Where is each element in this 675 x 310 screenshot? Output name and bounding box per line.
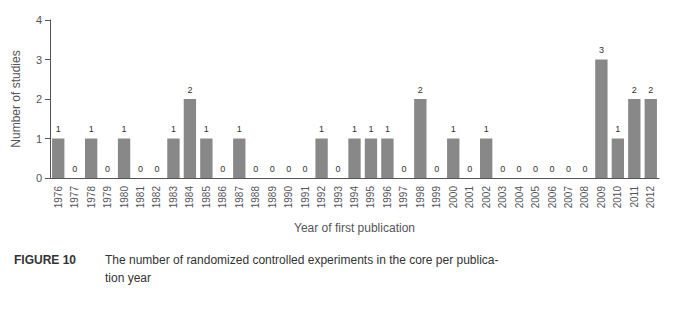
svg-text:0: 0 — [36, 172, 42, 184]
svg-text:1: 1 — [368, 124, 373, 134]
svg-text:1976: 1976 — [53, 186, 64, 209]
svg-text:2: 2 — [187, 85, 192, 95]
svg-text:1994: 1994 — [349, 186, 360, 209]
svg-text:2002: 2002 — [481, 186, 492, 209]
svg-text:1998: 1998 — [415, 186, 426, 209]
svg-text:2: 2 — [632, 85, 637, 95]
svg-text:1: 1 — [171, 124, 176, 134]
svg-text:1: 1 — [385, 124, 390, 134]
svg-text:4: 4 — [36, 14, 42, 26]
svg-text:1: 1 — [122, 124, 127, 134]
svg-text:0: 0 — [533, 164, 538, 174]
svg-text:1996: 1996 — [382, 186, 393, 209]
svg-text:0: 0 — [154, 164, 159, 174]
svg-text:0: 0 — [467, 164, 472, 174]
svg-text:1991: 1991 — [300, 186, 311, 209]
svg-text:1987: 1987 — [234, 186, 245, 209]
svg-text:Number of studies: Number of studies — [9, 50, 23, 147]
svg-text:2006: 2006 — [547, 186, 558, 209]
svg-text:2012: 2012 — [645, 186, 656, 209]
svg-text:1: 1 — [484, 124, 489, 134]
svg-text:1995: 1995 — [365, 186, 376, 209]
svg-text:0: 0 — [582, 164, 587, 174]
svg-text:1978: 1978 — [86, 186, 97, 209]
svg-text:1: 1 — [352, 124, 357, 134]
svg-text:1981: 1981 — [135, 186, 146, 209]
svg-text:1983: 1983 — [168, 186, 179, 209]
svg-text:0: 0 — [303, 164, 308, 174]
svg-text:0: 0 — [566, 164, 571, 174]
svg-text:1984: 1984 — [184, 186, 195, 209]
svg-text:0: 0 — [434, 164, 439, 174]
svg-text:1: 1 — [319, 124, 324, 134]
svg-text:0: 0 — [270, 164, 275, 174]
svg-text:2000: 2000 — [448, 186, 459, 209]
svg-text:0: 0 — [253, 164, 258, 174]
svg-text:1988: 1988 — [250, 186, 261, 209]
svg-text:1: 1 — [237, 124, 242, 134]
svg-text:FIGURE 10: FIGURE 10 — [14, 253, 76, 267]
svg-text:2: 2 — [418, 85, 423, 95]
svg-text:3: 3 — [599, 45, 604, 55]
svg-text:0: 0 — [138, 164, 143, 174]
svg-text:Year of first publication: Year of first publication — [294, 221, 415, 235]
svg-text:2011: 2011 — [629, 186, 640, 208]
svg-text:2008: 2008 — [579, 186, 590, 209]
svg-text:0: 0 — [517, 164, 522, 174]
svg-text:1990: 1990 — [283, 186, 294, 209]
svg-text:1992: 1992 — [316, 186, 327, 209]
svg-text:0: 0 — [72, 164, 77, 174]
svg-text:1: 1 — [204, 124, 209, 134]
svg-text:2010: 2010 — [612, 186, 623, 209]
svg-text:1993: 1993 — [333, 186, 344, 209]
svg-text:3: 3 — [36, 54, 42, 66]
svg-text:1: 1 — [615, 124, 620, 134]
svg-text:1980: 1980 — [119, 186, 130, 209]
svg-text:2005: 2005 — [530, 186, 541, 209]
svg-text:1977: 1977 — [69, 186, 80, 209]
svg-text:tion year: tion year — [105, 271, 151, 285]
svg-text:2: 2 — [36, 93, 42, 105]
svg-text:0: 0 — [105, 164, 110, 174]
svg-text:1979: 1979 — [102, 186, 113, 209]
svg-text:1985: 1985 — [201, 186, 212, 209]
svg-text:2: 2 — [648, 85, 653, 95]
svg-text:1: 1 — [89, 124, 94, 134]
svg-text:The number of randomized contr: The number of randomized controlled expe… — [105, 253, 499, 267]
svg-text:2007: 2007 — [563, 186, 574, 209]
svg-text:0: 0 — [401, 164, 406, 174]
svg-text:2001: 2001 — [464, 186, 475, 209]
svg-text:2003: 2003 — [497, 186, 508, 209]
svg-text:1982: 1982 — [151, 186, 162, 209]
svg-text:1997: 1997 — [398, 186, 409, 209]
svg-text:0: 0 — [500, 164, 505, 174]
svg-text:0: 0 — [220, 164, 225, 174]
svg-text:2009: 2009 — [596, 186, 607, 209]
svg-text:1999: 1999 — [431, 186, 442, 209]
svg-text:2004: 2004 — [514, 186, 525, 209]
svg-text:1: 1 — [56, 124, 61, 134]
svg-text:1989: 1989 — [267, 186, 278, 209]
svg-text:1: 1 — [36, 133, 42, 145]
svg-text:0: 0 — [286, 164, 291, 174]
svg-text:0: 0 — [550, 164, 555, 174]
svg-text:1986: 1986 — [217, 186, 228, 209]
svg-text:1: 1 — [451, 124, 456, 134]
svg-text:0: 0 — [336, 164, 341, 174]
